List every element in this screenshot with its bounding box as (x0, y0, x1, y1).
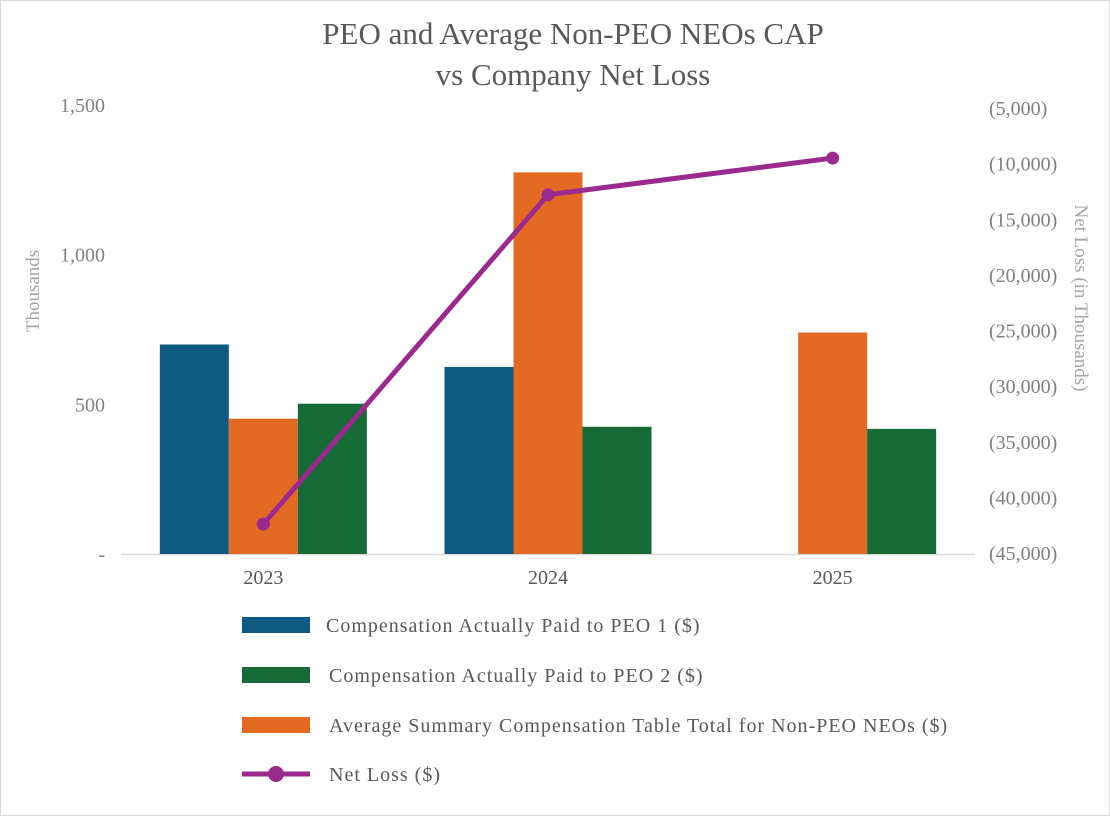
legend-swatch-marker (268, 766, 284, 782)
legend-swatch (242, 617, 310, 633)
y-tick-label: 1,000 (60, 245, 105, 267)
bar (297, 403, 367, 554)
y2-tick-label: (25,000) (989, 321, 1057, 343)
x-tick-label: 2024 (528, 567, 568, 589)
net-loss-point (541, 188, 555, 202)
bar (159, 344, 229, 554)
legend-label: Compensation Actually Paid to PEO 2 ($) (329, 665, 704, 687)
net-loss-point (826, 151, 840, 165)
y2-tick-label: (40,000) (989, 487, 1057, 509)
y2-axis-title: Net Loss (in Thousands) (1070, 205, 1091, 392)
chart-title-line-1: PEO and Average Non-PEO NEOs CAP (322, 16, 823, 51)
bar (582, 426, 652, 554)
chart-title-line-2: vs Company Net Loss (436, 57, 711, 92)
y-axis-title: Thousands (23, 250, 44, 332)
y2-tick-label: (20,000) (989, 265, 1057, 287)
legend-swatch (242, 667, 310, 683)
y-tick-label: - (98, 544, 105, 566)
bar (444, 366, 514, 554)
y2-tick-label: (15,000) (989, 209, 1057, 231)
y2-tick-label: (10,000) (989, 154, 1057, 176)
legend-swatch (242, 717, 310, 733)
legend-label: Average Summary Compensation Table Total… (329, 715, 948, 737)
legend-label: Compensation Actually Paid to PEO 1 ($) (326, 615, 701, 637)
net-loss-point (256, 517, 270, 531)
x-tick-label: 2023 (243, 567, 283, 589)
y2-tick-label: (5,000) (989, 98, 1047, 120)
bar (513, 172, 583, 554)
bar (867, 428, 937, 554)
legend-label: Net Loss ($) (329, 764, 441, 786)
y2-tick-label: (45,000) (989, 543, 1057, 565)
legend: Compensation Actually Paid to PEO 1 ($) C… (242, 615, 948, 786)
bar (798, 332, 868, 554)
plot-area: - 500 1,000 1,500 (5,000) (10,000) (15,000) (20… (60, 95, 1057, 589)
x-tick-label: 2025 (813, 567, 853, 589)
y2-tick-label: (35,000) (989, 432, 1057, 454)
bar (228, 418, 298, 554)
y2-tick-label: (30,000) (989, 376, 1057, 398)
y-tick-label: 500 (75, 394, 105, 416)
y-tick-label: 1,500 (60, 95, 105, 117)
